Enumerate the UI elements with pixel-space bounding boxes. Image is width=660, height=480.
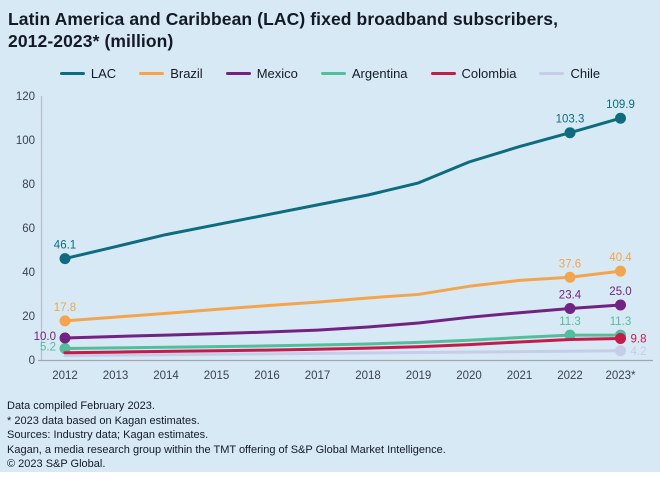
legend-swatch-argentina	[320, 71, 346, 76]
legend-item-argentina: Argentina	[320, 66, 408, 81]
legend-swatch-colombia	[430, 71, 456, 76]
value-label-colombia-11: 9.8	[631, 333, 647, 345]
legend-swatch-lac	[59, 71, 85, 76]
x-tick-label-4: 2016	[254, 370, 280, 382]
x-tick-label-1: 2013	[103, 370, 129, 382]
legend-swatch-brazil	[139, 71, 165, 76]
legend-label-brazil: Brazil	[170, 66, 203, 81]
footnote-line-1: Data compiled February 2023.	[7, 400, 155, 412]
y-tick-label-80: 80	[22, 179, 35, 191]
series-dot-chile-11	[615, 345, 626, 357]
series-dot-lac-0	[59, 253, 71, 265]
x-tick-label-5: 2017	[305, 370, 331, 382]
y-tick-label-60: 60	[22, 223, 35, 235]
value-label-mexico-11: 25.0	[609, 286, 631, 298]
y-tick-label-40: 40	[22, 267, 35, 279]
page-title: Latin America and Caribbean (LAC) fixed …	[8, 8, 558, 53]
value-label-mexico-10: 23.4	[559, 290, 582, 302]
title-line-1: Latin America and Caribbean (LAC) fixed …	[8, 9, 559, 29]
legend-label-chile: Chile	[570, 66, 601, 81]
y-tick-label-20: 20	[22, 311, 35, 323]
series-line-chile	[63, 349, 622, 358]
series-dot-mexico-11	[615, 299, 626, 311]
footnotes: Data compiled February 2023. * 2023 data …	[7, 399, 446, 472]
legend-label-colombia: Colombia	[461, 66, 517, 81]
y-tick-label-120: 120	[16, 91, 35, 103]
x-tick-label-9: 2021	[507, 370, 533, 382]
x-tick-label-3: 2015	[204, 370, 230, 382]
x-tick-label-2: 2014	[153, 370, 179, 382]
x-tick-label-11: 2023*	[605, 370, 636, 382]
chart-legend: LAC Brazil Mexico Argentina Colombia Chile	[0, 66, 660, 81]
series-dot-argentina-10	[564, 329, 576, 341]
footnote-line-4: Kagan, a media research group within the…	[7, 443, 446, 456]
y-tick-label-100: 100	[16, 135, 35, 147]
legend-item-mexico: Mexico	[225, 66, 298, 81]
legend-swatch-chile	[539, 71, 565, 76]
footnote-line-3: Sources: Industry data; Kagan estimates.	[7, 429, 209, 442]
value-label-lac-11: 109.9	[606, 99, 635, 111]
value-label-argentina-11: 11.3	[610, 316, 632, 328]
y-tick-label-0: 0	[29, 355, 35, 367]
value-label-brazil-10: 37.6	[559, 258, 581, 270]
footnote-line-2: * 2023 data based on Kagan estimates.	[7, 414, 200, 427]
title-line-2: 2012-2023* (million)	[8, 31, 174, 52]
value-label-brazil-11: 40.4	[609, 252, 632, 264]
value-label-brazil-0: 17.8	[54, 302, 76, 314]
value-label-argentina-0: 5.2	[40, 342, 56, 354]
footnote-line-5: © 2023 S&P Global.	[7, 458, 106, 471]
value-label-lac-10: 103.3	[556, 114, 585, 126]
series-line-colombia	[63, 336, 622, 355]
value-label-mexico-0: 10.0	[34, 331, 56, 343]
series-dot-mexico-10	[564, 303, 576, 315]
series-line-argentina	[63, 333, 622, 351]
value-label-chile-11: 4.2	[631, 346, 647, 358]
series-dot-brazil-11	[615, 265, 626, 277]
value-label-argentina-10: 11.3	[559, 316, 581, 328]
series-line-brazil	[63, 269, 622, 323]
legend-item-brazil: Brazil	[139, 66, 203, 81]
legend-label-argentina: Argentina	[351, 66, 408, 81]
legend-label-lac: LAC	[90, 66, 117, 81]
series-dot-lac-10	[564, 127, 576, 139]
x-tick-label-8: 2020	[456, 370, 482, 382]
legend-item-chile: Chile	[539, 66, 600, 81]
legend-item-lac: LAC	[59, 66, 117, 81]
series-dot-colombia-11	[615, 332, 626, 344]
legend-item-colombia: Colombia	[430, 66, 517, 81]
series-dot-brazil-10	[564, 271, 576, 283]
series-dot-brazil-0	[59, 315, 71, 327]
series-line-mexico	[63, 303, 622, 340]
series-line-lac	[63, 116, 622, 261]
value-label-lac-0: 46.1	[54, 240, 76, 252]
x-tick-label-0: 2012	[52, 370, 78, 382]
x-tick-label-7: 2019	[406, 370, 432, 382]
legend-swatch-mexico	[225, 71, 251, 76]
x-tick-label-10: 2022	[557, 370, 583, 382]
series-dot-lac-11	[615, 112, 626, 124]
series-dot-mexico-0	[59, 332, 71, 344]
x-tick-label-6: 2018	[355, 370, 381, 382]
legend-label-mexico: Mexico	[256, 66, 298, 81]
